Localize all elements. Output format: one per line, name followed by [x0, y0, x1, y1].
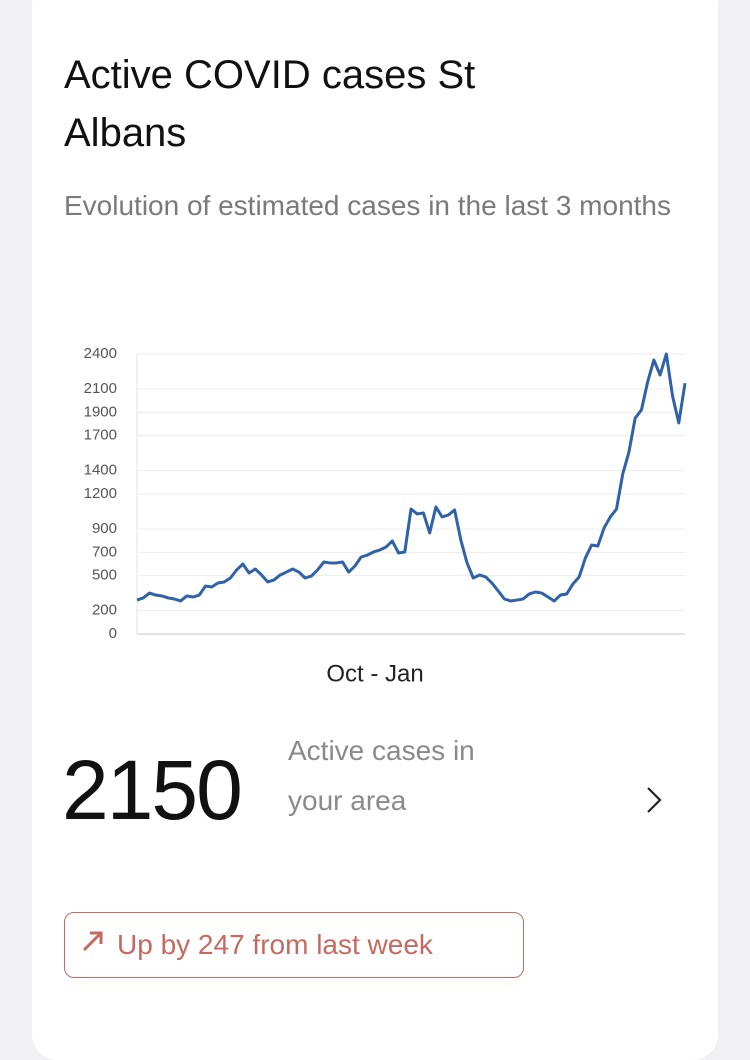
case-label: Active cases in your area [288, 735, 475, 816]
subtitle: Evolution of estimated cases in the last… [64, 190, 671, 221]
y-tick-label: 0 [109, 625, 117, 642]
change-badge: Up by 247 from last week [64, 912, 524, 978]
y-tick-label: 1900 [84, 403, 117, 420]
y-tick-label: 1700 [84, 427, 117, 444]
y-tick-label: 700 [92, 543, 117, 560]
y-tick-label: 2400 [84, 345, 117, 362]
y-tick-label: 500 [92, 567, 117, 584]
y-tick-label: 2100 [84, 380, 117, 397]
y-tick-label: 1200 [84, 485, 117, 502]
y-tick-label: 900 [92, 520, 117, 537]
title: Active COVID cases St Albans [64, 53, 476, 155]
chevron[interactable] [647, 787, 662, 813]
change-text: Up by 247 from last week [117, 929, 433, 960]
y-tick-label: 200 [92, 602, 117, 619]
arrow-icon [82, 931, 103, 952]
data-line [136, 352, 687, 603]
x-axis-label: Oct - Jan [326, 660, 423, 687]
y-tick-label: 1400 [84, 462, 117, 479]
case-count: 2150 [62, 743, 243, 837]
